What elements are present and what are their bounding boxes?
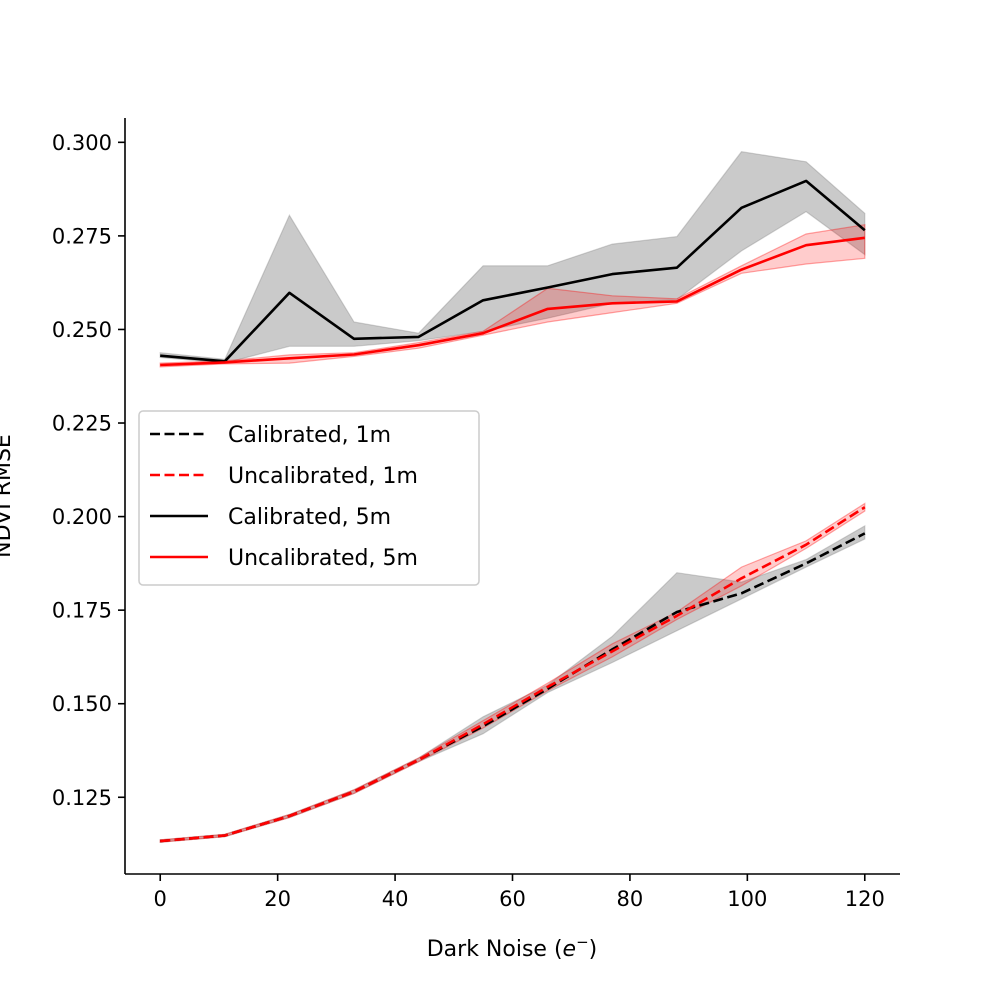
y-tick-label: 0.175	[52, 599, 112, 623]
x-axis-label-text: Dark Noise (	[427, 937, 563, 962]
band-uncalibrated-1m	[159, 502, 866, 843]
x-tick-label: 0	[154, 887, 167, 911]
x-tick-label: 40	[382, 887, 409, 911]
y-axis-ticks: 0.125 0.150 0.175 0.200 0.225 0.250 0.275 0.300	[52, 131, 125, 810]
legend-frame	[138, 410, 480, 586]
x-tick-label: 120	[845, 887, 885, 911]
x-tick-label: 20	[264, 887, 291, 911]
y-tick-label: 0.125	[52, 786, 112, 810]
series-lines	[160, 179, 866, 843]
line-uncalibrated-5m	[160, 236, 865, 367]
line-calibrated-5m	[160, 179, 866, 363]
x-axis-label: Dark Noise (e−)	[427, 933, 598, 962]
confidence-bands	[159, 151, 866, 843]
x-tick-label: 100	[727, 887, 767, 911]
x-tick-label: 60	[499, 887, 526, 911]
legend-label-uncalibrated-5m: Uncalibrated, 5m	[228, 546, 418, 571]
line-uncalibrated-1m	[160, 506, 866, 843]
band-calibrated-1m	[159, 524, 866, 843]
y-tick-label: 0.150	[52, 692, 112, 716]
y-axis-label: NDVI RMSE	[0, 434, 16, 558]
band-calibrated-5m	[159, 151, 866, 364]
x-axis-label-variable: e	[563, 937, 577, 962]
x-axis-label-suffix: )	[589, 937, 598, 962]
y-tick-label: 0.225	[52, 412, 112, 436]
x-tick-label: 80	[617, 887, 644, 911]
y-tick-label: 0.200	[52, 505, 112, 529]
legend-label-calibrated-1m: Calibrated, 1m	[228, 423, 391, 448]
y-tick-label: 0.300	[52, 131, 112, 155]
x-axis-ticks: 0 20 40 60 80 100 120	[154, 874, 885, 911]
y-tick-label: 0.250	[52, 318, 112, 342]
legend-label-calibrated-5m: Calibrated, 5m	[228, 505, 391, 530]
y-tick-label: 0.275	[52, 224, 112, 248]
legend-label-uncalibrated-1m: Uncalibrated, 1m	[228, 464, 418, 489]
legend: Calibrated, 1m Uncalibrated, 1m Calibrated…	[138, 410, 480, 586]
band-uncalibrated-5m	[159, 223, 866, 368]
x-axis-label-superscript: −	[576, 933, 589, 951]
